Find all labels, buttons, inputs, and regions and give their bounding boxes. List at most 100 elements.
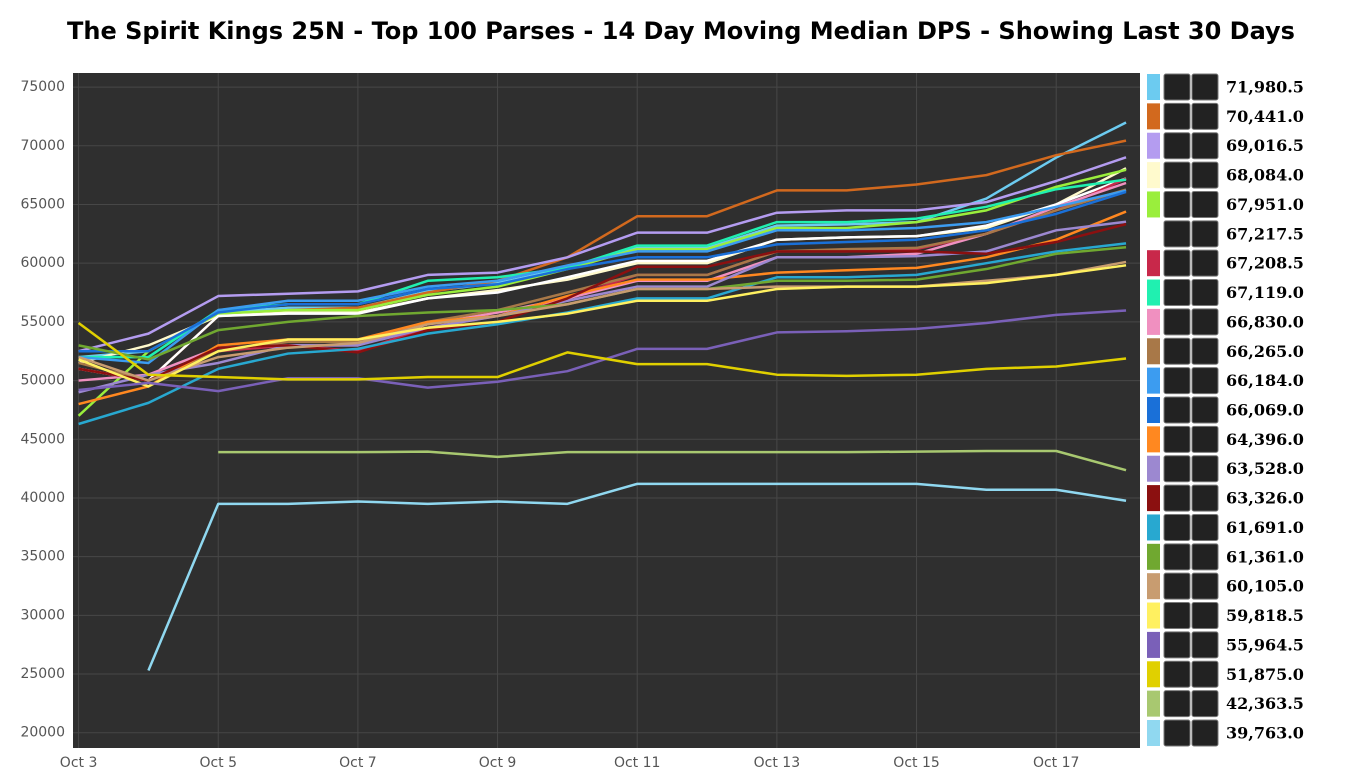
x-tick-label: Oct 13 — [754, 755, 800, 771]
chart-title: The Spirit Kings 25N - Top 100 Parses - … — [67, 17, 1295, 45]
x-tick-label: Oct 9 — [479, 755, 517, 771]
legend-swatch — [1147, 455, 1160, 482]
series-line — [78, 210, 1127, 406]
legend-label: 67,951.0 — [1226, 195, 1304, 214]
legend-swatch — [1147, 162, 1160, 189]
legend-swatch — [1147, 485, 1160, 512]
legend-swatch — [1147, 250, 1160, 277]
legend-swatch — [1147, 132, 1160, 159]
class-icon — [1191, 190, 1219, 218]
class-icon — [1191, 249, 1219, 277]
y-tick-label: 20000 — [20, 725, 65, 741]
legend-swatch — [1147, 338, 1160, 365]
class-icon — [1163, 396, 1191, 424]
series-line — [78, 242, 1127, 426]
legend-label: 63,528.0 — [1226, 459, 1304, 478]
class-icon — [1191, 631, 1219, 659]
legend-swatch — [1147, 103, 1160, 130]
class-icon — [1163, 690, 1191, 718]
x-tick-label: Oct 7 — [339, 755, 377, 771]
class-icon — [1163, 337, 1191, 365]
x-tick-label: Oct 17 — [1033, 755, 1079, 771]
series-line — [147, 482, 1127, 672]
class-icon — [1191, 513, 1219, 541]
class-icon — [1191, 220, 1219, 248]
class-icon — [1163, 249, 1191, 277]
class-icon — [1191, 308, 1219, 336]
legend-label: 66,265.0 — [1226, 342, 1304, 361]
legend-label: 64,396.0 — [1226, 430, 1304, 449]
y-tick-label: 65000 — [20, 196, 65, 212]
class-icon — [1163, 279, 1191, 307]
series-line — [78, 309, 1127, 393]
legend-label: 67,208.5 — [1226, 254, 1304, 273]
x-tick-label: Oct 15 — [893, 755, 939, 771]
y-tick-label: 75000 — [20, 79, 65, 95]
legend-label: 67,217.5 — [1226, 224, 1304, 243]
x-tick-label: Oct 3 — [60, 755, 98, 771]
y-tick-label: 50000 — [20, 373, 65, 389]
class-icon — [1163, 161, 1191, 189]
class-icon — [1163, 572, 1191, 600]
legend-label: 71,980.5 — [1226, 78, 1304, 97]
y-tick-label: 40000 — [20, 490, 65, 506]
class-icon — [1191, 484, 1219, 512]
class-icon — [1191, 161, 1219, 189]
class-icon — [1163, 602, 1191, 630]
class-icon — [1163, 73, 1191, 101]
legend-swatch — [1147, 602, 1160, 629]
class-icon — [1191, 719, 1219, 747]
class-icon — [1163, 455, 1191, 483]
class-icon — [1163, 660, 1191, 688]
legend-label: 61,361.0 — [1226, 547, 1304, 566]
legend-label: 39,763.0 — [1226, 724, 1304, 743]
legend-label: 70,441.0 — [1226, 107, 1304, 126]
legend-swatch — [1147, 573, 1160, 600]
x-tick-label: Oct 11 — [614, 755, 660, 771]
series-line — [78, 156, 1127, 353]
legend-swatch — [1147, 426, 1160, 453]
class-icon — [1163, 190, 1191, 218]
legend-swatch — [1147, 191, 1160, 218]
legend-label: 61,691.0 — [1226, 518, 1304, 537]
legend-swatch — [1147, 367, 1160, 394]
class-icon — [1191, 102, 1219, 130]
legend-swatch — [1147, 543, 1160, 570]
legend-label: 51,875.0 — [1226, 665, 1304, 684]
class-icon — [1163, 543, 1191, 571]
y-tick-label: 45000 — [20, 431, 65, 447]
class-icon — [1191, 396, 1219, 424]
class-icon — [1191, 279, 1219, 307]
class-icon — [1163, 719, 1191, 747]
legend-swatch — [1147, 720, 1160, 746]
class-icon — [1191, 572, 1219, 600]
legend-swatch — [1147, 220, 1160, 247]
class-icon — [1163, 367, 1191, 395]
legend-swatch — [1147, 690, 1160, 717]
class-icon — [1191, 425, 1219, 453]
class-icon — [1191, 660, 1219, 688]
legend-label: 55,964.5 — [1226, 635, 1304, 654]
class-icon — [1163, 425, 1191, 453]
legend-label: 66,069.0 — [1226, 401, 1304, 420]
legend-label: 66,184.0 — [1226, 371, 1304, 390]
series-line — [78, 190, 1127, 353]
class-icon — [1163, 308, 1191, 336]
y-tick-label: 35000 — [20, 549, 65, 565]
class-icon — [1163, 102, 1191, 130]
legend-label: 59,818.5 — [1226, 606, 1304, 625]
class-icon — [1191, 132, 1219, 160]
legend-swatch — [1147, 308, 1160, 335]
class-icon — [1163, 220, 1191, 248]
series-line — [218, 449, 1127, 472]
legend-label: 63,326.0 — [1226, 489, 1304, 508]
plot-area — [73, 73, 1140, 748]
class-icon — [1191, 73, 1219, 101]
legend-label: 68,084.0 — [1226, 166, 1304, 185]
legend-label: 42,363.5 — [1226, 694, 1304, 713]
class-icon — [1191, 367, 1219, 395]
legend-label: 67,119.0 — [1226, 283, 1304, 302]
legend-swatch — [1147, 279, 1160, 306]
class-icon — [1191, 543, 1219, 571]
